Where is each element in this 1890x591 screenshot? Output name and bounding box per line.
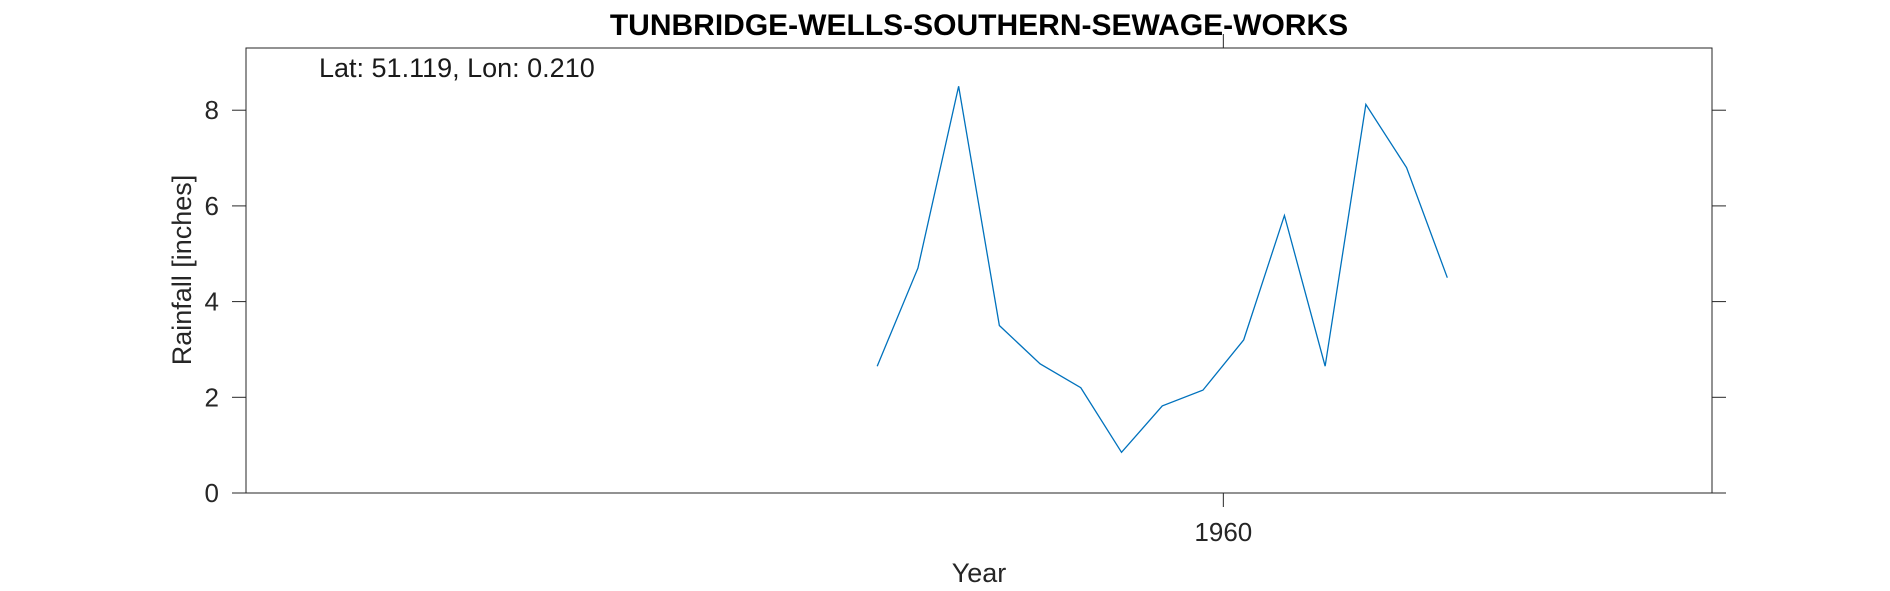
x-axis-label: Year xyxy=(952,558,1007,588)
x-axis-ticks: 1960 xyxy=(1194,34,1252,547)
rainfall-data-point xyxy=(1161,405,1163,407)
rainfall-data-point xyxy=(958,85,960,87)
rainfall-data-point xyxy=(1447,277,1449,279)
plot-area-frame xyxy=(245,47,1713,494)
chart-title: TUNBRIDGE-WELLS-SOUTHERN-SEWAGE-WORKS xyxy=(610,9,1348,42)
rainfall-data-point xyxy=(1039,363,1041,365)
rainfall-data-point xyxy=(999,325,1001,327)
y-tick-label: 0 xyxy=(205,478,219,508)
x-tick-label: 1960 xyxy=(1194,517,1252,547)
rainfall-data-point xyxy=(1324,365,1326,367)
y-tick-label: 2 xyxy=(205,382,219,412)
y-tick-label: 8 xyxy=(205,95,219,125)
y-tick-label: 4 xyxy=(205,287,219,317)
y-tick-label: 6 xyxy=(205,191,219,221)
y-axis-ticks: 0 2 4 6 8 xyxy=(205,95,1726,508)
rainfall-series-line xyxy=(876,86,1448,454)
y-axis-label: Rainfall [inches] xyxy=(167,175,197,366)
station-coordinates-annotation: Lat: 51.119, Lon: 0.210 xyxy=(319,53,595,83)
rainfall-data-point xyxy=(1284,215,1286,217)
rainfall-data-point xyxy=(1243,339,1245,341)
rainfall-data-point xyxy=(1365,104,1367,106)
rainfall-data-point xyxy=(917,267,919,269)
rainfall-data-point xyxy=(1202,389,1204,391)
rainfall-data-point xyxy=(1121,452,1123,454)
rainfall-data-point xyxy=(1406,167,1408,169)
rainfall-data-point xyxy=(876,365,878,367)
rainfall-data-point xyxy=(1080,387,1082,389)
